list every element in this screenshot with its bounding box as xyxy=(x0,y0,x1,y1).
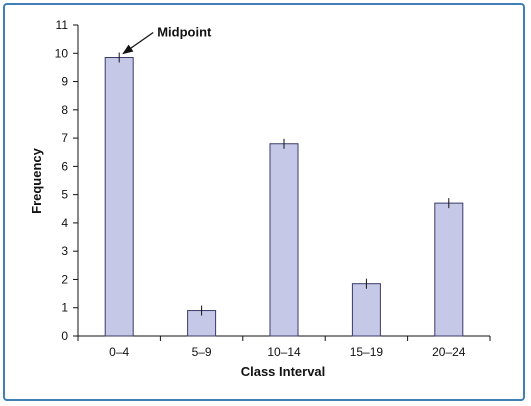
y-tick-label: 1 xyxy=(61,301,68,315)
y-tick-label: 10 xyxy=(55,46,69,60)
y-tick-label: 8 xyxy=(61,103,68,117)
x-tick-label: 5–9 xyxy=(192,345,212,359)
labels: 0 1 2 3 4 5 6 7 8 9 10 11 0–4 5–9 10–14 15–19 20–24 xyxy=(55,18,466,359)
y-tick-label: 3 xyxy=(61,244,68,258)
y-tick-label: 6 xyxy=(61,159,68,173)
bar xyxy=(269,143,299,337)
x-tick-label: 15–19 xyxy=(350,345,384,359)
bar xyxy=(434,202,464,337)
y-tick-label: 5 xyxy=(61,188,68,202)
midpoint-arrow xyxy=(122,32,154,55)
y-axis-title: Frequency xyxy=(29,147,44,214)
x-axis-title: Class Interval xyxy=(241,364,326,379)
y-tick-label: 4 xyxy=(61,216,68,230)
y-tick-label: 2 xyxy=(61,272,68,286)
y-tick-label: 0 xyxy=(61,329,68,343)
y-tick-label: 11 xyxy=(56,18,69,32)
x-tick-label: 20–24 xyxy=(432,345,466,359)
midpoint-label: Midpoint xyxy=(157,25,212,40)
y-tick-label: 9 xyxy=(61,75,68,89)
x-tick-label: 10–14 xyxy=(267,345,301,359)
y-tick-label: 7 xyxy=(61,131,68,145)
midpoint-annotation: Midpoint xyxy=(122,25,212,55)
bars xyxy=(104,52,464,337)
x-tick-label: 0–4 xyxy=(109,345,129,359)
bar xyxy=(104,57,134,337)
bar xyxy=(351,283,381,337)
